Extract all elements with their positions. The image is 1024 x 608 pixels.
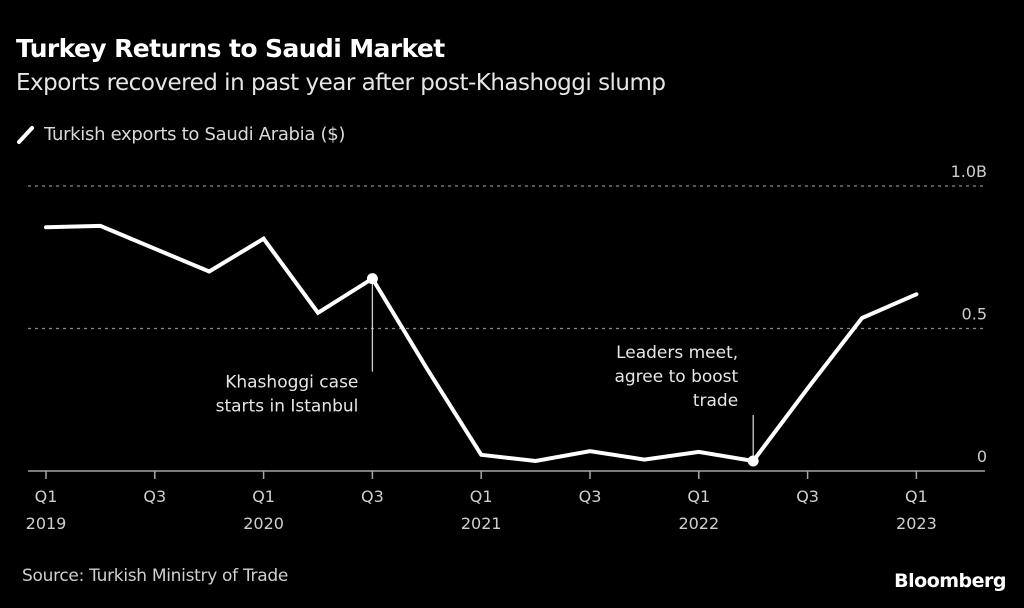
- y-tick-label: 0.5: [962, 305, 987, 324]
- series-line: [44, 223, 919, 464]
- x-tick-label: Q1: [470, 487, 493, 506]
- annotation-text: Leaders meet,: [616, 343, 738, 363]
- x-tick-label: Q1: [252, 487, 275, 506]
- x-tick-label: Q1: [905, 487, 928, 506]
- x-tick-year-label: 2023: [896, 514, 937, 533]
- annotation-text: agree to boost: [614, 367, 738, 387]
- gridlines: [28, 185, 985, 330]
- y-axis: 0 0.5 1.0B: [951, 162, 987, 466]
- legend-label: Turkish exports to Saudi Arabia ($): [44, 124, 346, 145]
- source-note: Source: Turkish Ministry of Trade: [22, 566, 288, 586]
- brand-logo: Bloomberg: [894, 570, 1006, 592]
- legend: Turkish exports to Saudi Arabia ($): [16, 124, 345, 145]
- annotation-marker: [747, 455, 759, 467]
- annotation-text: Khashoggi case: [225, 373, 358, 393]
- x-tick-label: Q1: [35, 487, 58, 506]
- line-swatch-icon: [16, 125, 36, 145]
- series-layer: [44, 223, 919, 467]
- x-axis: Q1 2019 Q3 Q1 2020 Q3 Q1 2021 Q3 Q1 2022 Q3 Q1 2023: [26, 470, 985, 533]
- x-tick-label: Q3: [796, 487, 819, 506]
- x-tick-label: Q1: [687, 487, 710, 506]
- annotation-marker: [366, 273, 378, 285]
- x-tick-label: Q3: [361, 487, 384, 506]
- x-tick-year-label: 2020: [243, 514, 284, 533]
- y-tick-label: 0: [977, 447, 987, 466]
- chart-subtitle: Exports recovered in past year after pos…: [16, 70, 666, 96]
- x-tick-label: Q3: [579, 487, 602, 506]
- x-tick-year-label: 2021: [461, 514, 502, 533]
- annotation-text: trade: [693, 391, 738, 411]
- annotation-text: starts in Istanbul: [216, 397, 359, 417]
- x-tick-year-label: 2022: [678, 514, 719, 533]
- annotations: Khashoggi case starts in Istanbul Leaders …: [216, 278, 754, 462]
- chart-title: Turkey Returns to Saudi Market: [16, 34, 445, 63]
- x-tick-label: Q3: [143, 487, 166, 506]
- x-tick-year-label: 2019: [26, 514, 67, 533]
- y-tick-label: 1.0B: [951, 162, 987, 181]
